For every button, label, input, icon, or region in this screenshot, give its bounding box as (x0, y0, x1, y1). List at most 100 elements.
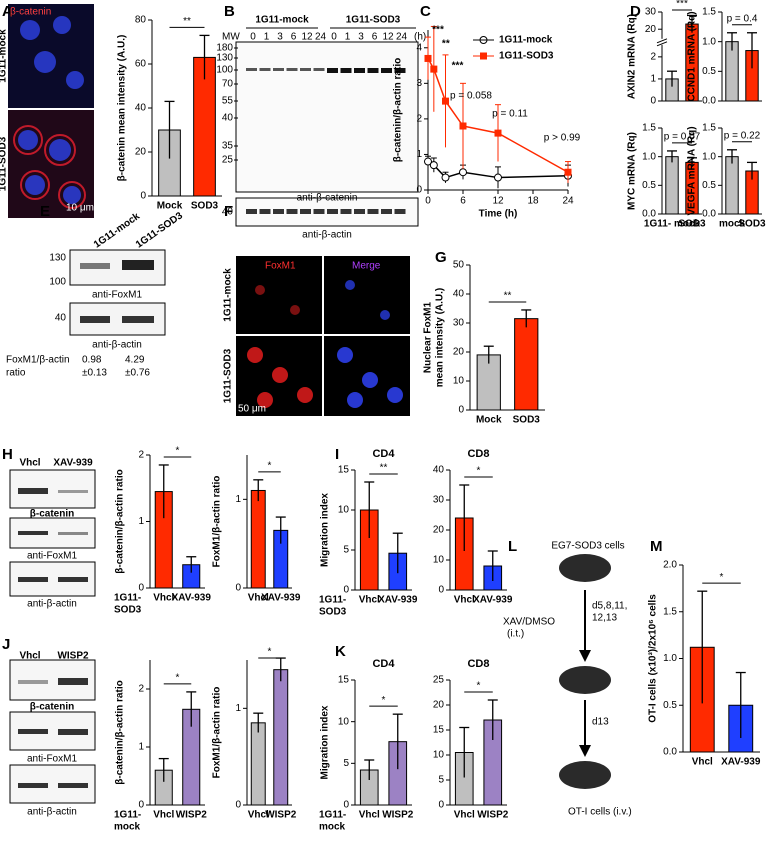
panel-letter: C (420, 3, 431, 20)
lane-label: 1G11-mock (92, 211, 142, 251)
y-tick-label: 0 (416, 185, 422, 196)
y-tick-label: 0.5 (663, 700, 677, 711)
panel-letter: H (2, 446, 13, 463)
y-tick-label: 15 (338, 675, 350, 686)
band (246, 68, 257, 71)
y-axis-label: MYC mRNA (Rq) (627, 132, 638, 210)
y-tick-label: 20 (433, 525, 445, 536)
x-tick-label: SOD3 (738, 219, 766, 230)
lane-label: 12 (301, 32, 313, 43)
stain-label: β-catenin (10, 7, 51, 18)
x-tick-label: Vhcl (153, 810, 174, 821)
marker (424, 54, 432, 62)
y-axis-label: mean intensity (A.U.) (435, 288, 446, 387)
x-tick-label: SOD3 (191, 201, 219, 212)
y-tick-label: 1 (235, 703, 241, 714)
mw-label: 100 (216, 65, 233, 76)
y-tick-label: 2 (138, 450, 144, 461)
mw-label: 180 (216, 43, 233, 54)
nuclei (18, 16, 84, 204)
lane-label: Vhcl (19, 458, 40, 469)
axis-break-mark (656, 41, 668, 47)
y-tick-label: 0 (343, 800, 349, 811)
annotation: p = 0.4 (727, 13, 758, 24)
channel-label: FoxM1 (265, 261, 296, 272)
annotation: p > 0.99 (544, 133, 581, 144)
y-tick-label: 1 (650, 74, 656, 85)
y-tick-label: 0.0 (702, 209, 716, 220)
blot-label: anti-β-actin (92, 340, 142, 351)
micrograph (236, 256, 322, 334)
band (122, 316, 154, 323)
lane-label: 24 (396, 32, 408, 43)
annotation: p = 0.07 (664, 132, 701, 143)
y-tick-label: 10 (433, 555, 445, 566)
bar (725, 41, 739, 102)
panel-letter: A (2, 3, 13, 20)
y-tick-label: 1.0 (702, 36, 716, 47)
diagram-label: EG7-SOD3 cells (551, 541, 624, 552)
y-tick-label: 10 (433, 750, 445, 761)
band (80, 263, 110, 269)
x-tick-label: XAV-939 (473, 595, 513, 606)
annotation: * (176, 446, 180, 457)
panel-letter: J (2, 636, 10, 653)
ratio-value: 4.29 (125, 355, 145, 366)
y-tick-label: 20 (453, 347, 465, 358)
x-tick-label: SOD3 (513, 415, 541, 426)
y-tick-label: 1 (235, 494, 241, 505)
x-tick-label: Vhcl (248, 810, 269, 821)
y-axis-label: β-catenin/β-actin ratio (115, 469, 126, 573)
chart-title: CD8 (467, 658, 489, 670)
x-tick-label: XAV-939 (172, 593, 212, 604)
y-tick-label: 0 (140, 191, 146, 202)
band (394, 68, 406, 73)
chart-title: CD4 (372, 658, 395, 670)
group-label: 1G11- (114, 593, 141, 604)
band (246, 209, 257, 214)
annotation: ** (504, 291, 512, 302)
y-tick-label: 0.0 (642, 209, 656, 220)
group-label: 1G11-mock (255, 15, 309, 26)
x-tick-label: WISP2 (265, 810, 297, 821)
scale-label: 10 μm (66, 203, 94, 214)
y-tick-label: 1.0 (663, 653, 677, 664)
annotation: ** (183, 16, 191, 27)
ratio-value: 0.98 (82, 355, 102, 366)
y-tick-label: 5 (343, 545, 349, 556)
annotation: *** (432, 25, 444, 36)
band (300, 68, 311, 71)
y-axis-label: OT-I cells (x10³)/2x10⁶ cells (648, 594, 659, 723)
y-tick-label: 80 (135, 15, 147, 26)
annotation: * (268, 647, 272, 658)
band (367, 68, 379, 73)
mw-label: 70 (222, 79, 234, 90)
annotation: ** (380, 463, 388, 474)
band (340, 209, 352, 214)
y-tick-label: 10 (453, 376, 465, 387)
marker (459, 168, 467, 177)
cells (247, 280, 403, 408)
band (381, 209, 392, 214)
diagram-label: 12,13 (592, 613, 617, 624)
annotation: p = 0.22 (724, 130, 761, 141)
bar (250, 722, 266, 806)
band (327, 68, 338, 73)
row-label: 1G11-SOD3 (223, 348, 234, 403)
x-tick-label: WISP2 (382, 810, 414, 821)
y-tick-label: 25 (433, 675, 445, 686)
chart-title: CD8 (467, 448, 489, 460)
y-tick-label: 10 (338, 716, 350, 727)
bar (665, 156, 679, 215)
lane-label: 24 (315, 32, 327, 43)
diagram-label: OT-I cells (i.v.) (568, 807, 632, 818)
blot-label: anti-FoxM1 (27, 754, 77, 765)
y-tick-label: 1 (416, 149, 422, 160)
band (394, 209, 406, 214)
channel-label: Merge (352, 261, 381, 272)
axis-break (657, 38, 667, 45)
bar (250, 489, 266, 589)
lane-label: 1 (345, 32, 351, 43)
group-label: 1G11- (319, 810, 346, 821)
panel-letter: I (335, 446, 339, 463)
